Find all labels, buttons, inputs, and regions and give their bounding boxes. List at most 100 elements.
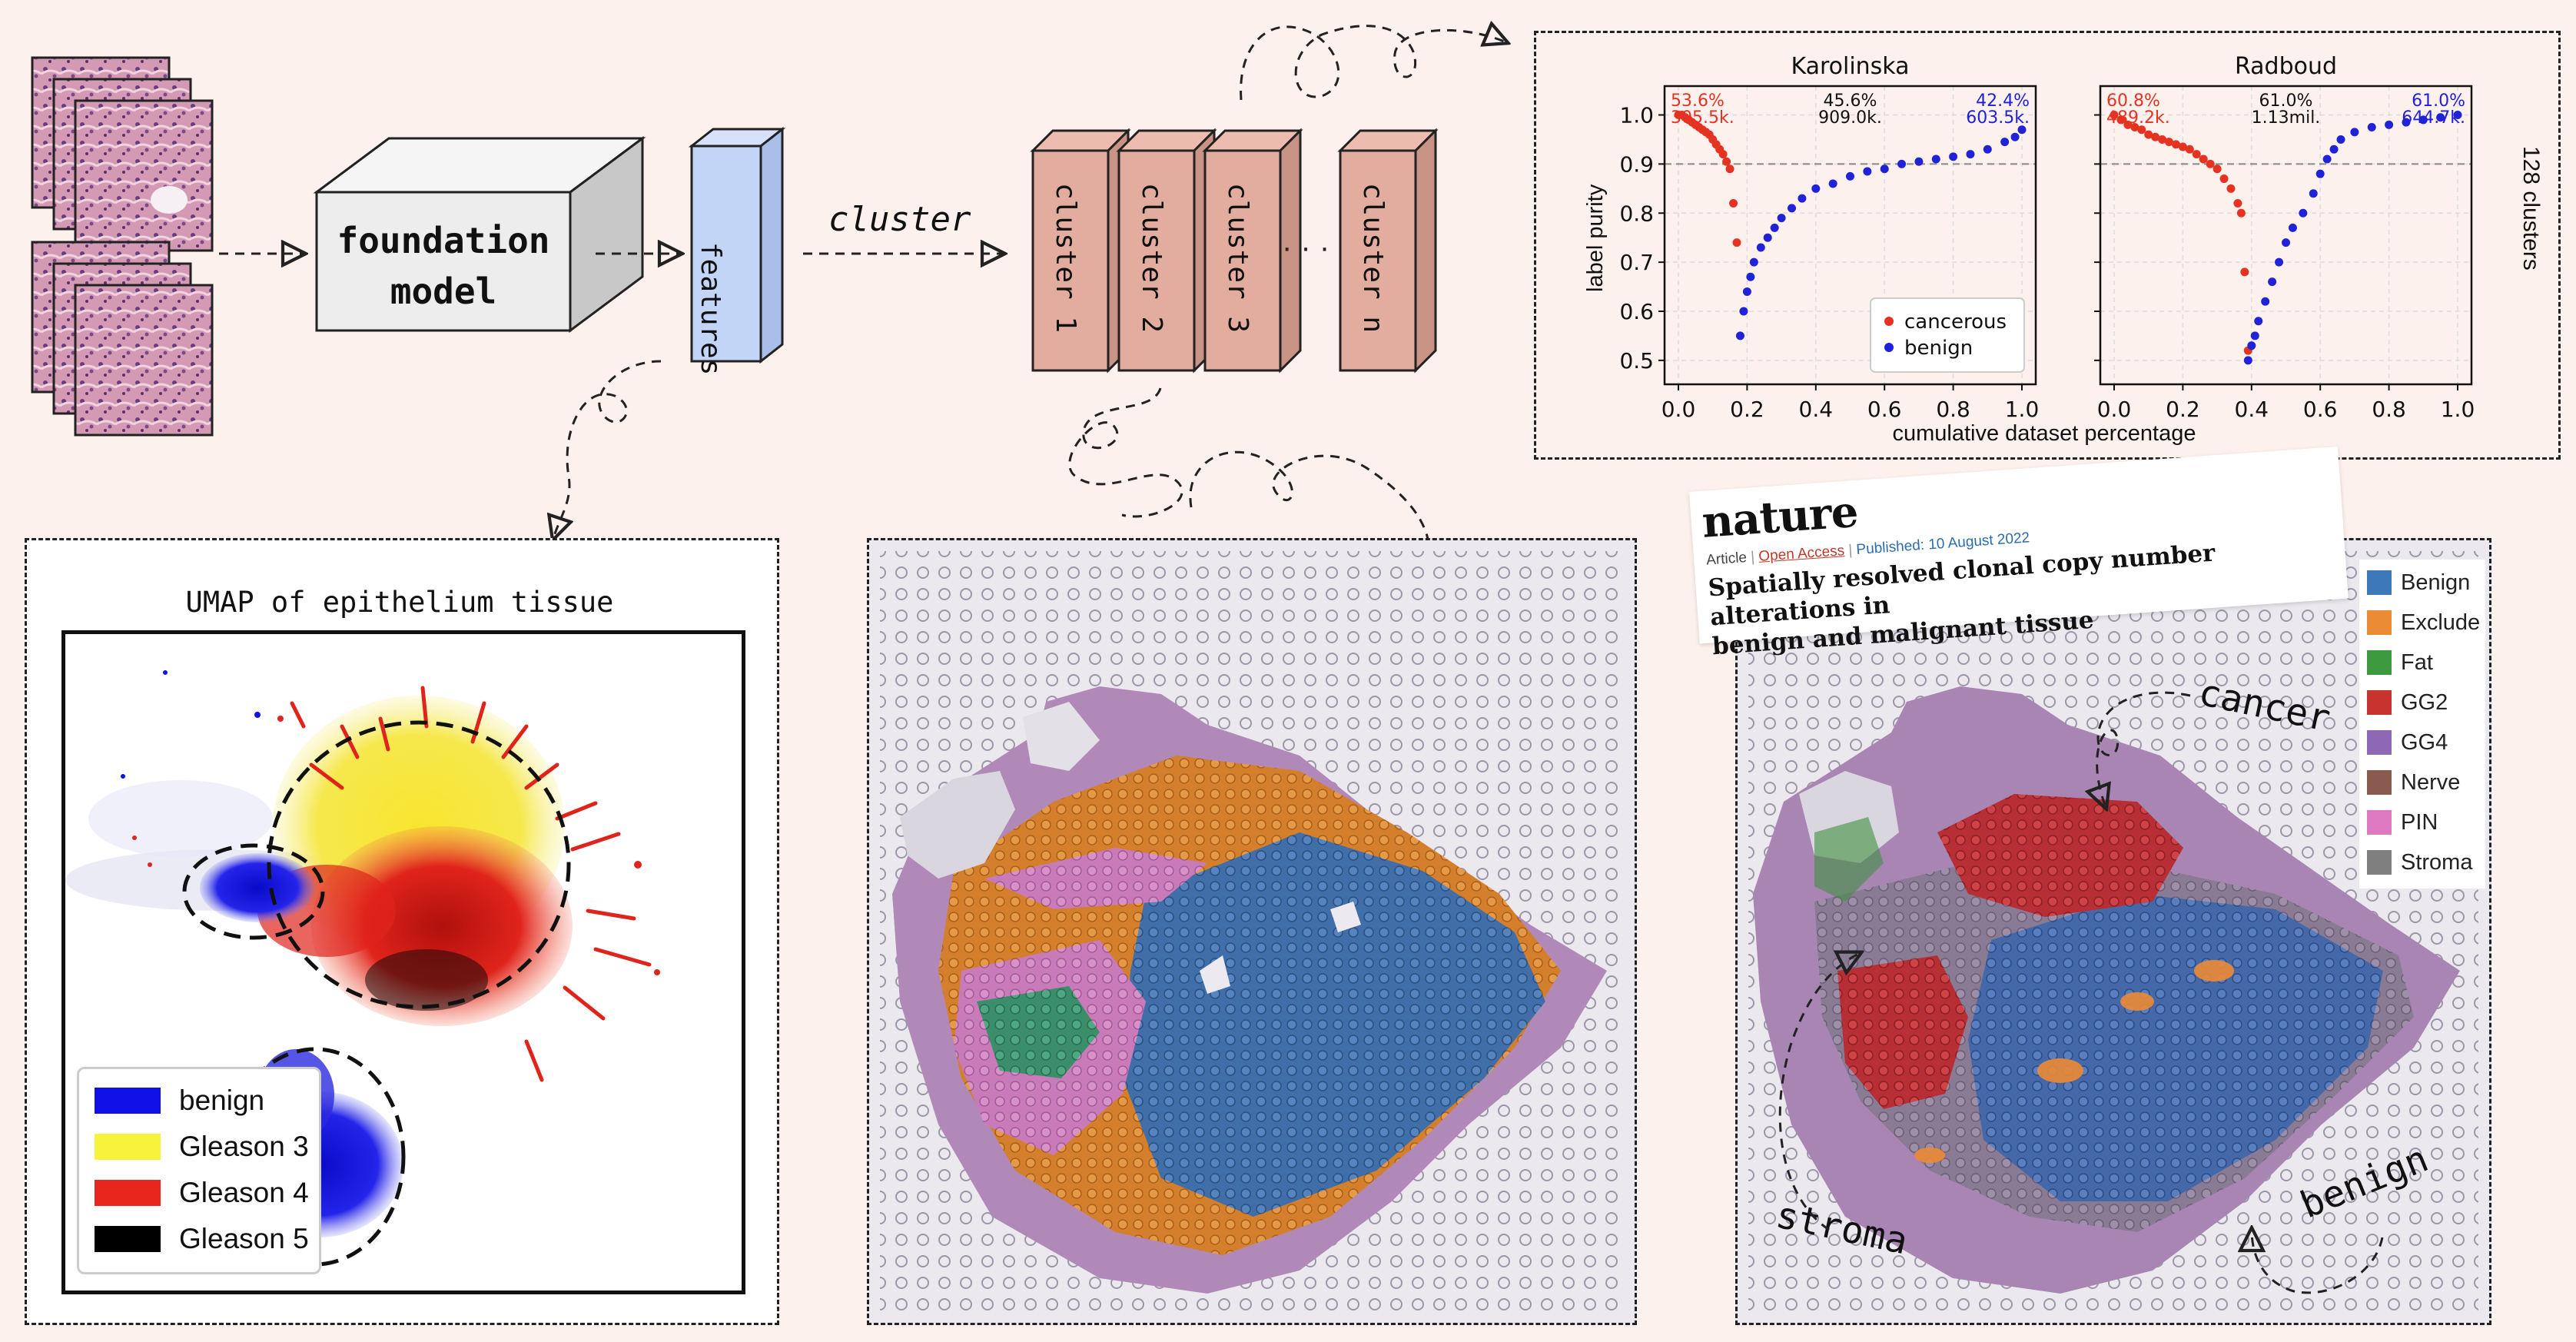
data-point-benign xyxy=(2288,223,2297,232)
annotation-center-pct: 61.0% xyxy=(2259,91,2313,111)
tissue-legend-item: Nerve xyxy=(2367,767,2460,798)
data-point-benign xyxy=(2315,169,2325,178)
legend-label: Exclude xyxy=(2401,610,2481,635)
legend-label-cancerous: cancerous xyxy=(1904,311,2007,334)
legend-swatch xyxy=(95,1180,161,1206)
data-point-benign xyxy=(2261,297,2270,306)
legend-item-gleason-4: Gleason 4 xyxy=(95,1175,309,1211)
legend-swatch xyxy=(2367,810,2392,835)
data-point-cancerous xyxy=(2213,164,2222,174)
data-point-benign xyxy=(1966,150,1975,159)
data-point-benign xyxy=(2329,144,2339,154)
cluster-tissue-panel xyxy=(867,538,1637,1325)
legend-swatch xyxy=(2367,570,2392,595)
data-point-benign xyxy=(1777,214,1786,223)
legend-swatch xyxy=(95,1088,161,1114)
data-point-cancerous xyxy=(2233,198,2242,208)
chart-ylabel: label purity xyxy=(1583,184,1608,292)
legend-label: GG2 xyxy=(2401,689,2448,715)
data-point-benign xyxy=(1914,157,1924,166)
chart-panel xyxy=(1534,31,2561,460)
data-point-cancerous xyxy=(2199,154,2208,164)
data-point-cancerous xyxy=(1725,164,1734,174)
tissue-legend: Benign Exclude Fat GG2 GG4 Nerve PIN Stroma xyxy=(2359,560,2485,889)
gleason-cluster-outline xyxy=(267,720,571,1009)
data-point-benign xyxy=(2309,189,2318,198)
tissue-legend-item: Stroma xyxy=(2367,847,2472,878)
annotation-left-pct: 60.8% xyxy=(2106,91,2160,111)
chart-xlabel: cumulative dataset percentage xyxy=(1892,421,2196,446)
data-point-benign xyxy=(2282,238,2290,247)
data-point-cancerous xyxy=(2151,132,2160,141)
x-tick-label: 0.0 xyxy=(2097,397,2132,422)
legend-label-benign: benign xyxy=(1904,337,1973,360)
plot-frame xyxy=(2099,85,2473,386)
data-point-benign xyxy=(1811,184,1821,193)
cluster-label-n: cluster n xyxy=(1357,183,1389,334)
data-point-cancerous xyxy=(2116,115,2126,125)
x-tick-label: 0.2 xyxy=(2166,397,2200,422)
data-point-benign xyxy=(2010,132,2020,141)
legend-marker-cancerous xyxy=(1884,317,1894,326)
legend-swatch xyxy=(2367,730,2392,755)
data-point-benign xyxy=(1770,223,1779,232)
legend-item-gleason-5: Gleason 5 xyxy=(95,1221,309,1257)
data-point-benign xyxy=(1828,179,1837,188)
tissue-legend-item: Fat xyxy=(2367,647,2433,678)
annotation-center-pct: 45.6% xyxy=(1824,91,1877,111)
data-point-benign xyxy=(1749,257,1758,267)
legend-label: PIN xyxy=(2401,809,2438,835)
legend-label: Benign xyxy=(2401,570,2471,595)
x-tick-label: 1.0 xyxy=(2005,397,2040,422)
annotation-center-count: 909.0k. xyxy=(1818,108,1882,128)
tissue-legend-item: GG4 xyxy=(2367,727,2448,758)
cluster-arrow-label: cluster xyxy=(828,200,971,239)
annotation-left-pct: 53.6% xyxy=(1671,91,1725,111)
data-point-benign xyxy=(2254,317,2263,326)
y-tick-label: 0.6 xyxy=(1619,299,1654,324)
data-point-benign xyxy=(2243,356,2252,365)
data-point-benign xyxy=(1931,154,1940,164)
annotation-center-count: 1.13mil. xyxy=(2252,108,2321,128)
data-point-benign xyxy=(1863,167,1872,176)
data-point-benign xyxy=(1949,152,1958,161)
legend-swatch xyxy=(95,1134,161,1160)
data-point-benign xyxy=(1756,243,1765,252)
x-tick-label: 0.8 xyxy=(1936,397,1970,422)
tissue-legend-item: GG2 xyxy=(2367,687,2448,718)
legend-label: Stroma xyxy=(2401,849,2473,875)
plot-frame xyxy=(1663,85,2037,386)
data-point-benign xyxy=(1735,331,1744,340)
cluster-boxes xyxy=(1030,128,1439,374)
benign-lower-outline xyxy=(224,1047,406,1267)
x-tick-label: 0.2 xyxy=(1730,397,1764,422)
data-point-benign xyxy=(2250,331,2259,340)
data-point-benign xyxy=(1846,171,1854,181)
features-box xyxy=(688,126,786,364)
tissue-legend-item: PIN xyxy=(2367,807,2438,838)
data-point-benign xyxy=(2350,128,2359,137)
annotated-tissue-panel xyxy=(1735,538,2491,1325)
legend-label: GG4 xyxy=(2401,729,2448,755)
data-point-benign xyxy=(1798,194,1807,203)
cluster-label-2: cluster 2 xyxy=(1136,183,1167,334)
cluster-ellipsis: · · · xyxy=(1282,231,1330,264)
data-point-benign xyxy=(2268,277,2277,287)
data-point-benign xyxy=(2402,118,2411,127)
nature-article-card[interactable]: nature Article | Open Access | Published… xyxy=(1689,446,2349,660)
legend-marker-benign xyxy=(1884,343,1894,352)
x-tick-label: 0.6 xyxy=(2303,397,2338,422)
y-tick-label: 1.0 xyxy=(1619,103,1654,128)
chart-side-label: 128 clusters xyxy=(2518,146,2544,271)
data-point-benign xyxy=(2299,208,2308,218)
annotation-right-pct: 42.4% xyxy=(1976,91,2030,111)
open-access-link[interactable]: Open Access xyxy=(1758,543,1845,565)
x-tick-label: 1.0 xyxy=(2441,397,2475,422)
cluster-box-2 xyxy=(1116,128,1217,374)
data-point-cancerous xyxy=(2192,150,2201,159)
annotated-tissue-image xyxy=(1738,540,2489,1323)
purity-charts: 0.0 0.2 0.4 0.6 0.8 1.0 0.5 0.6 0.7 0.8 0.9 1.0 Karo… xyxy=(1619,53,2475,422)
data-point-benign xyxy=(2418,115,2428,125)
y-tick-label: 0.8 xyxy=(1619,201,1654,226)
data-point-cancerous xyxy=(2178,142,2187,151)
